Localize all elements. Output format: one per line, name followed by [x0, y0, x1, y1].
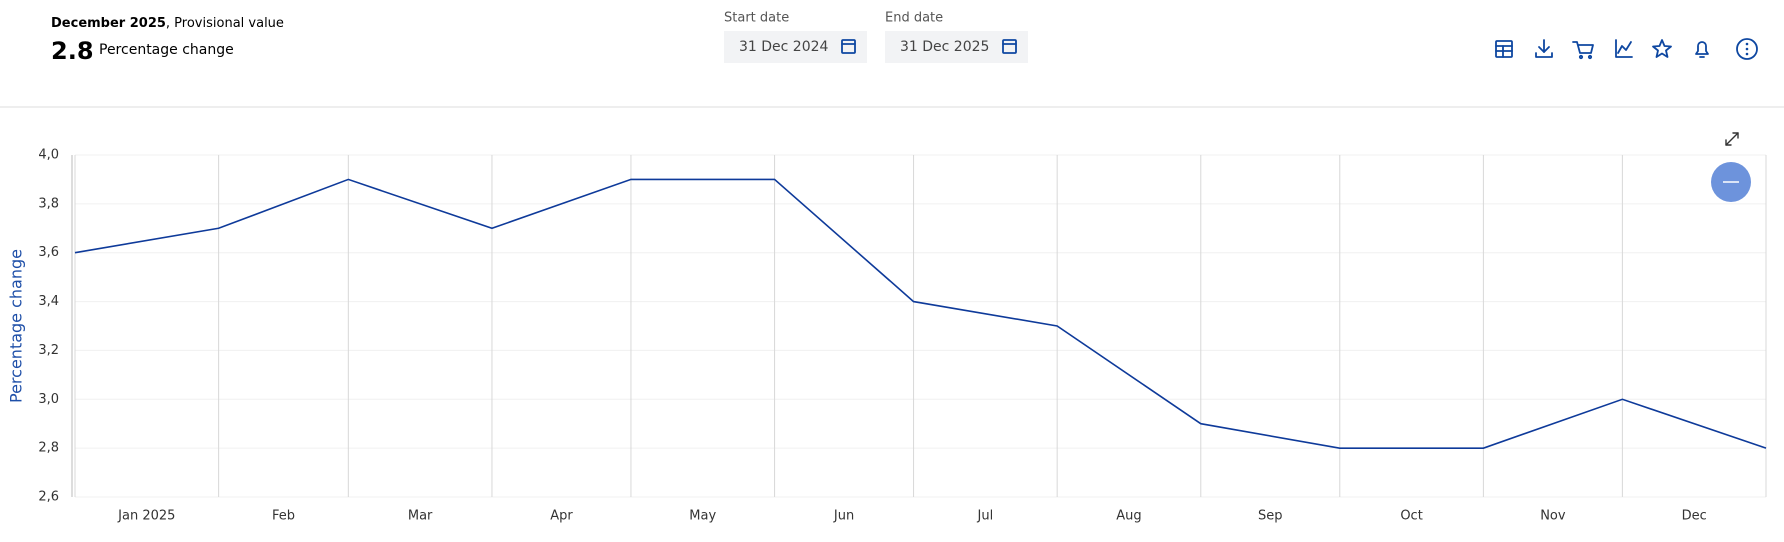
- start-date-box[interactable]: [724, 31, 867, 63]
- calendar-icon: [1002, 39, 1017, 54]
- measure: Percentage change: [99, 42, 234, 58]
- y-tick-label: 2,8: [38, 441, 59, 456]
- x-tick-label: Sep: [1258, 509, 1283, 524]
- y-tick-label: 3,8: [38, 196, 59, 211]
- alert-button[interactable]: [1695, 41, 1709, 58]
- x-tick-label: Dec: [1682, 509, 1707, 524]
- period: December 2025: [51, 16, 166, 31]
- end-date-box[interactable]: [885, 31, 1028, 63]
- download-button[interactable]: [1535, 39, 1553, 58]
- x-tick-label: Jul: [977, 509, 994, 524]
- current-value: 2.8: [51, 37, 94, 65]
- y-tick-label: 4,0: [38, 148, 59, 163]
- table-button[interactable]: [1495, 40, 1513, 58]
- chart-add-button[interactable]: [1615, 39, 1633, 58]
- start-label: Start date: [724, 11, 789, 26]
- calendar-icon: [841, 39, 856, 54]
- y-tick-label: 2,6: [38, 490, 59, 505]
- y-tick-label: 3,2: [38, 343, 59, 358]
- x-tick-label: Jun: [833, 509, 854, 524]
- header-info: December 2025, Provisional value: [51, 16, 284, 31]
- y-tick-label: 3,4: [38, 294, 59, 309]
- x-tick-label: Oct: [1400, 509, 1422, 524]
- favourite-button[interactable]: [1652, 39, 1672, 58]
- expand-button[interactable]: [1725, 132, 1739, 146]
- x-tick-label: Mar: [408, 509, 433, 524]
- y-tick-label: 3,0: [38, 392, 59, 407]
- end-date: 31 Dec 2025: [900, 39, 989, 55]
- end-label: End date: [885, 11, 943, 26]
- x-tick-label: Feb: [272, 509, 295, 524]
- more-button[interactable]: [1736, 38, 1758, 60]
- start-date: 31 Dec 2024: [739, 39, 829, 55]
- cart-button[interactable]: [1572, 41, 1594, 60]
- y-tick-label: 3,6: [38, 245, 59, 260]
- status: , Provisional value: [166, 16, 284, 31]
- x-tick-label: Nov: [1540, 509, 1566, 524]
- data-line: [74, 178, 1767, 449]
- x-tick-label: Apr: [550, 509, 573, 524]
- x-tick-label: Jan 2025: [117, 509, 175, 524]
- y-axis-label: Percentage change: [7, 249, 26, 403]
- x-tick-label: Aug: [1116, 509, 1141, 524]
- x-tick-label: May: [689, 509, 716, 524]
